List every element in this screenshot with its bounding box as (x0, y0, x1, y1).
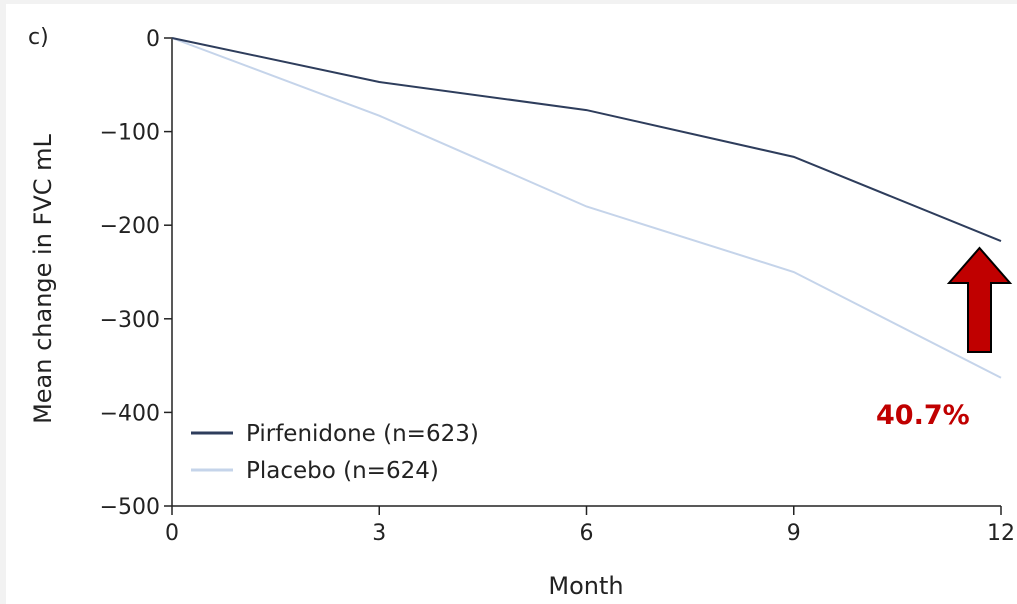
annotation-percentage: 40.7% (876, 400, 970, 431)
x-tick-label: 0 (165, 521, 179, 546)
y-axis-title: Mean change in FVC mL (29, 133, 57, 423)
panel-label: c) (28, 25, 49, 50)
y-tick-label: −400 (100, 401, 160, 426)
y-tick-label: 0 (146, 27, 160, 52)
series-line-pirfenidone (171, 37, 1002, 243)
x-tick-label: 9 (787, 521, 801, 546)
series-line-placebo (171, 37, 1002, 379)
chart-panel: c) Mean change in FVC mL Month 0 −100 −200… (6, 4, 1017, 604)
y-tick-label: −500 (100, 495, 160, 520)
series-lines (171, 37, 1002, 379)
x-axis-title: Month (548, 572, 623, 600)
up-arrow-icon (946, 246, 1013, 353)
legend-label-placebo: Placebo (n=624) (246, 458, 439, 484)
fvc-line-chart: c) Mean change in FVC mL Month 0 −100 −200… (28, 25, 1015, 600)
x-tick-label: 6 (580, 521, 594, 546)
legend: Pirfenidone (n=623) Placebo (n=624) (191, 421, 479, 484)
x-tick-label: 3 (372, 521, 386, 546)
y-tick-label: −300 (100, 308, 160, 333)
y-tick-label: −100 (100, 121, 160, 146)
x-tick-label: 12 (987, 521, 1015, 546)
y-tick-label: −200 (100, 214, 160, 239)
legend-label-pirfenidone: Pirfenidone (n=623) (246, 421, 479, 447)
